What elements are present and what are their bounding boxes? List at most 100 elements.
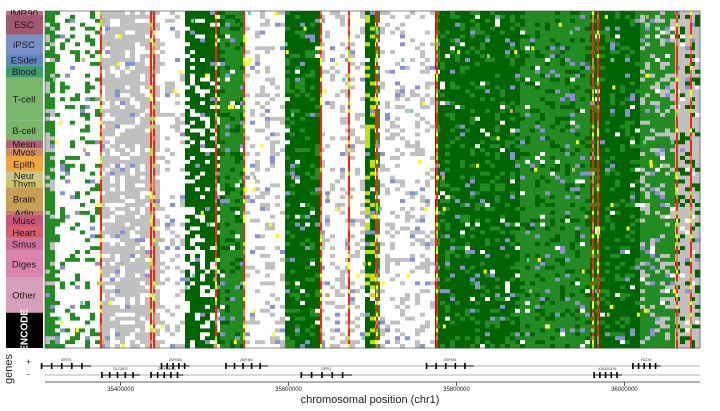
heatmap-cell [105, 22, 111, 28]
heatmap-cell [280, 277, 286, 282]
heatmap-cell [75, 18, 81, 24]
heatmap-cell [100, 183, 106, 188]
heatmap-cell [210, 285, 216, 290]
heatmap-cell [240, 261, 246, 267]
heatmap-cell [300, 289, 306, 294]
heatmap-cell [170, 42, 176, 47]
heatmap-cell [270, 97, 276, 102]
heatmap-cell [250, 261, 256, 267]
heatmap-cell [105, 344, 111, 349]
heatmap-cell [140, 340, 146, 345]
heatmap-cell [325, 300, 331, 306]
heatmap-cell [210, 218, 216, 224]
heatmap-cell [260, 257, 266, 263]
heatmap-cell [50, 105, 56, 110]
heatmap-cell [305, 293, 311, 298]
heatmap-cell [200, 132, 206, 137]
heatmap-cell [235, 253, 241, 259]
heatmap-cell [190, 265, 196, 271]
heatmap-cell [290, 128, 296, 133]
heatmap-cell [290, 124, 296, 129]
heatmap-cell [195, 277, 201, 282]
heatmap-cell [270, 93, 276, 98]
heatmap-cell [150, 344, 156, 349]
heatmap-cell [50, 65, 56, 71]
heatmap-cell [170, 183, 176, 188]
heatmap-cell [315, 316, 321, 321]
heatmap-cell [120, 222, 126, 227]
heatmap-cell [140, 289, 146, 294]
heatmap-cell [160, 265, 166, 271]
heatmap-cell [65, 191, 71, 196]
heatmap-cell [295, 26, 301, 31]
heatmap-cell [200, 69, 206, 75]
heatmap-cell [125, 159, 131, 165]
heatmap-cell [160, 58, 166, 63]
heatmap-cell [295, 77, 301, 82]
heatmap-cell [195, 11, 201, 16]
heatmap-cell [300, 304, 306, 310]
heatmap-cell [185, 85, 191, 90]
heatmap-cell [285, 112, 291, 118]
heatmap-cell [260, 285, 266, 290]
heatmap-cell [165, 54, 171, 59]
heatmap-cell [300, 253, 306, 259]
heatmap-cell [215, 136, 221, 141]
heatmap-cell [60, 152, 66, 157]
heatmap-cell [280, 93, 286, 98]
heatmap-cell [325, 242, 331, 247]
heatmap-cell [210, 101, 216, 106]
heatmap-cell [140, 210, 146, 216]
heatmap-cell [235, 124, 241, 129]
heatmap-cell [240, 140, 246, 145]
heatmap-cell [50, 144, 56, 149]
heatmap-cell [320, 238, 326, 243]
heatmap-cell [55, 11, 61, 16]
heatmap-cell [60, 230, 66, 235]
heatmap-cell [215, 144, 221, 149]
heatmap-cell [90, 128, 96, 133]
heatmap-cell [245, 297, 251, 302]
heatmap-cell [165, 116, 171, 122]
heatmap-cell [140, 108, 146, 114]
heatmap-cell [60, 336, 66, 341]
heatmap-cell [305, 273, 311, 278]
heatmap-cell [140, 81, 146, 86]
heatmap-cell [205, 206, 211, 212]
heatmap-cell [175, 304, 181, 310]
heatmap-cell [280, 140, 286, 145]
heatmap-cell [95, 132, 101, 137]
heatmap-cell [265, 54, 271, 59]
heatmap-cell [130, 175, 136, 180]
heatmap-cell [145, 18, 151, 24]
heatmap-cell [95, 148, 101, 153]
heatmap-cell [55, 46, 61, 51]
heatmap-cell [195, 101, 201, 106]
heatmap-cell [210, 336, 216, 341]
heatmap-cell [60, 316, 66, 321]
heatmap-cell [200, 101, 206, 106]
heatmap-cell [260, 46, 266, 51]
heatmap-cell [305, 46, 311, 51]
heatmap-cell [260, 77, 266, 82]
heatmap-cell [190, 242, 196, 247]
heatmap-cell [60, 112, 66, 118]
heatmap-cell [250, 11, 256, 16]
heatmap-cell [280, 320, 286, 325]
heatmap-cell [195, 308, 201, 314]
heatmap-cell [200, 58, 206, 63]
heatmap-cell [235, 187, 241, 192]
heatmap-cell [280, 265, 286, 271]
heatmap-cell [215, 124, 221, 129]
heatmap-cell [60, 46, 66, 51]
heatmap-cell [105, 285, 111, 290]
heatmap-cell [155, 179, 161, 184]
heatmap-cell [145, 316, 151, 321]
heatmap-cell [115, 175, 121, 180]
heatmap-cell [245, 112, 251, 118]
heatmap-cell [60, 175, 66, 180]
heatmap-cell [155, 234, 161, 239]
heatmap-cell [155, 261, 161, 267]
heatmap-cell [185, 46, 191, 51]
heatmap-cell [65, 218, 71, 224]
